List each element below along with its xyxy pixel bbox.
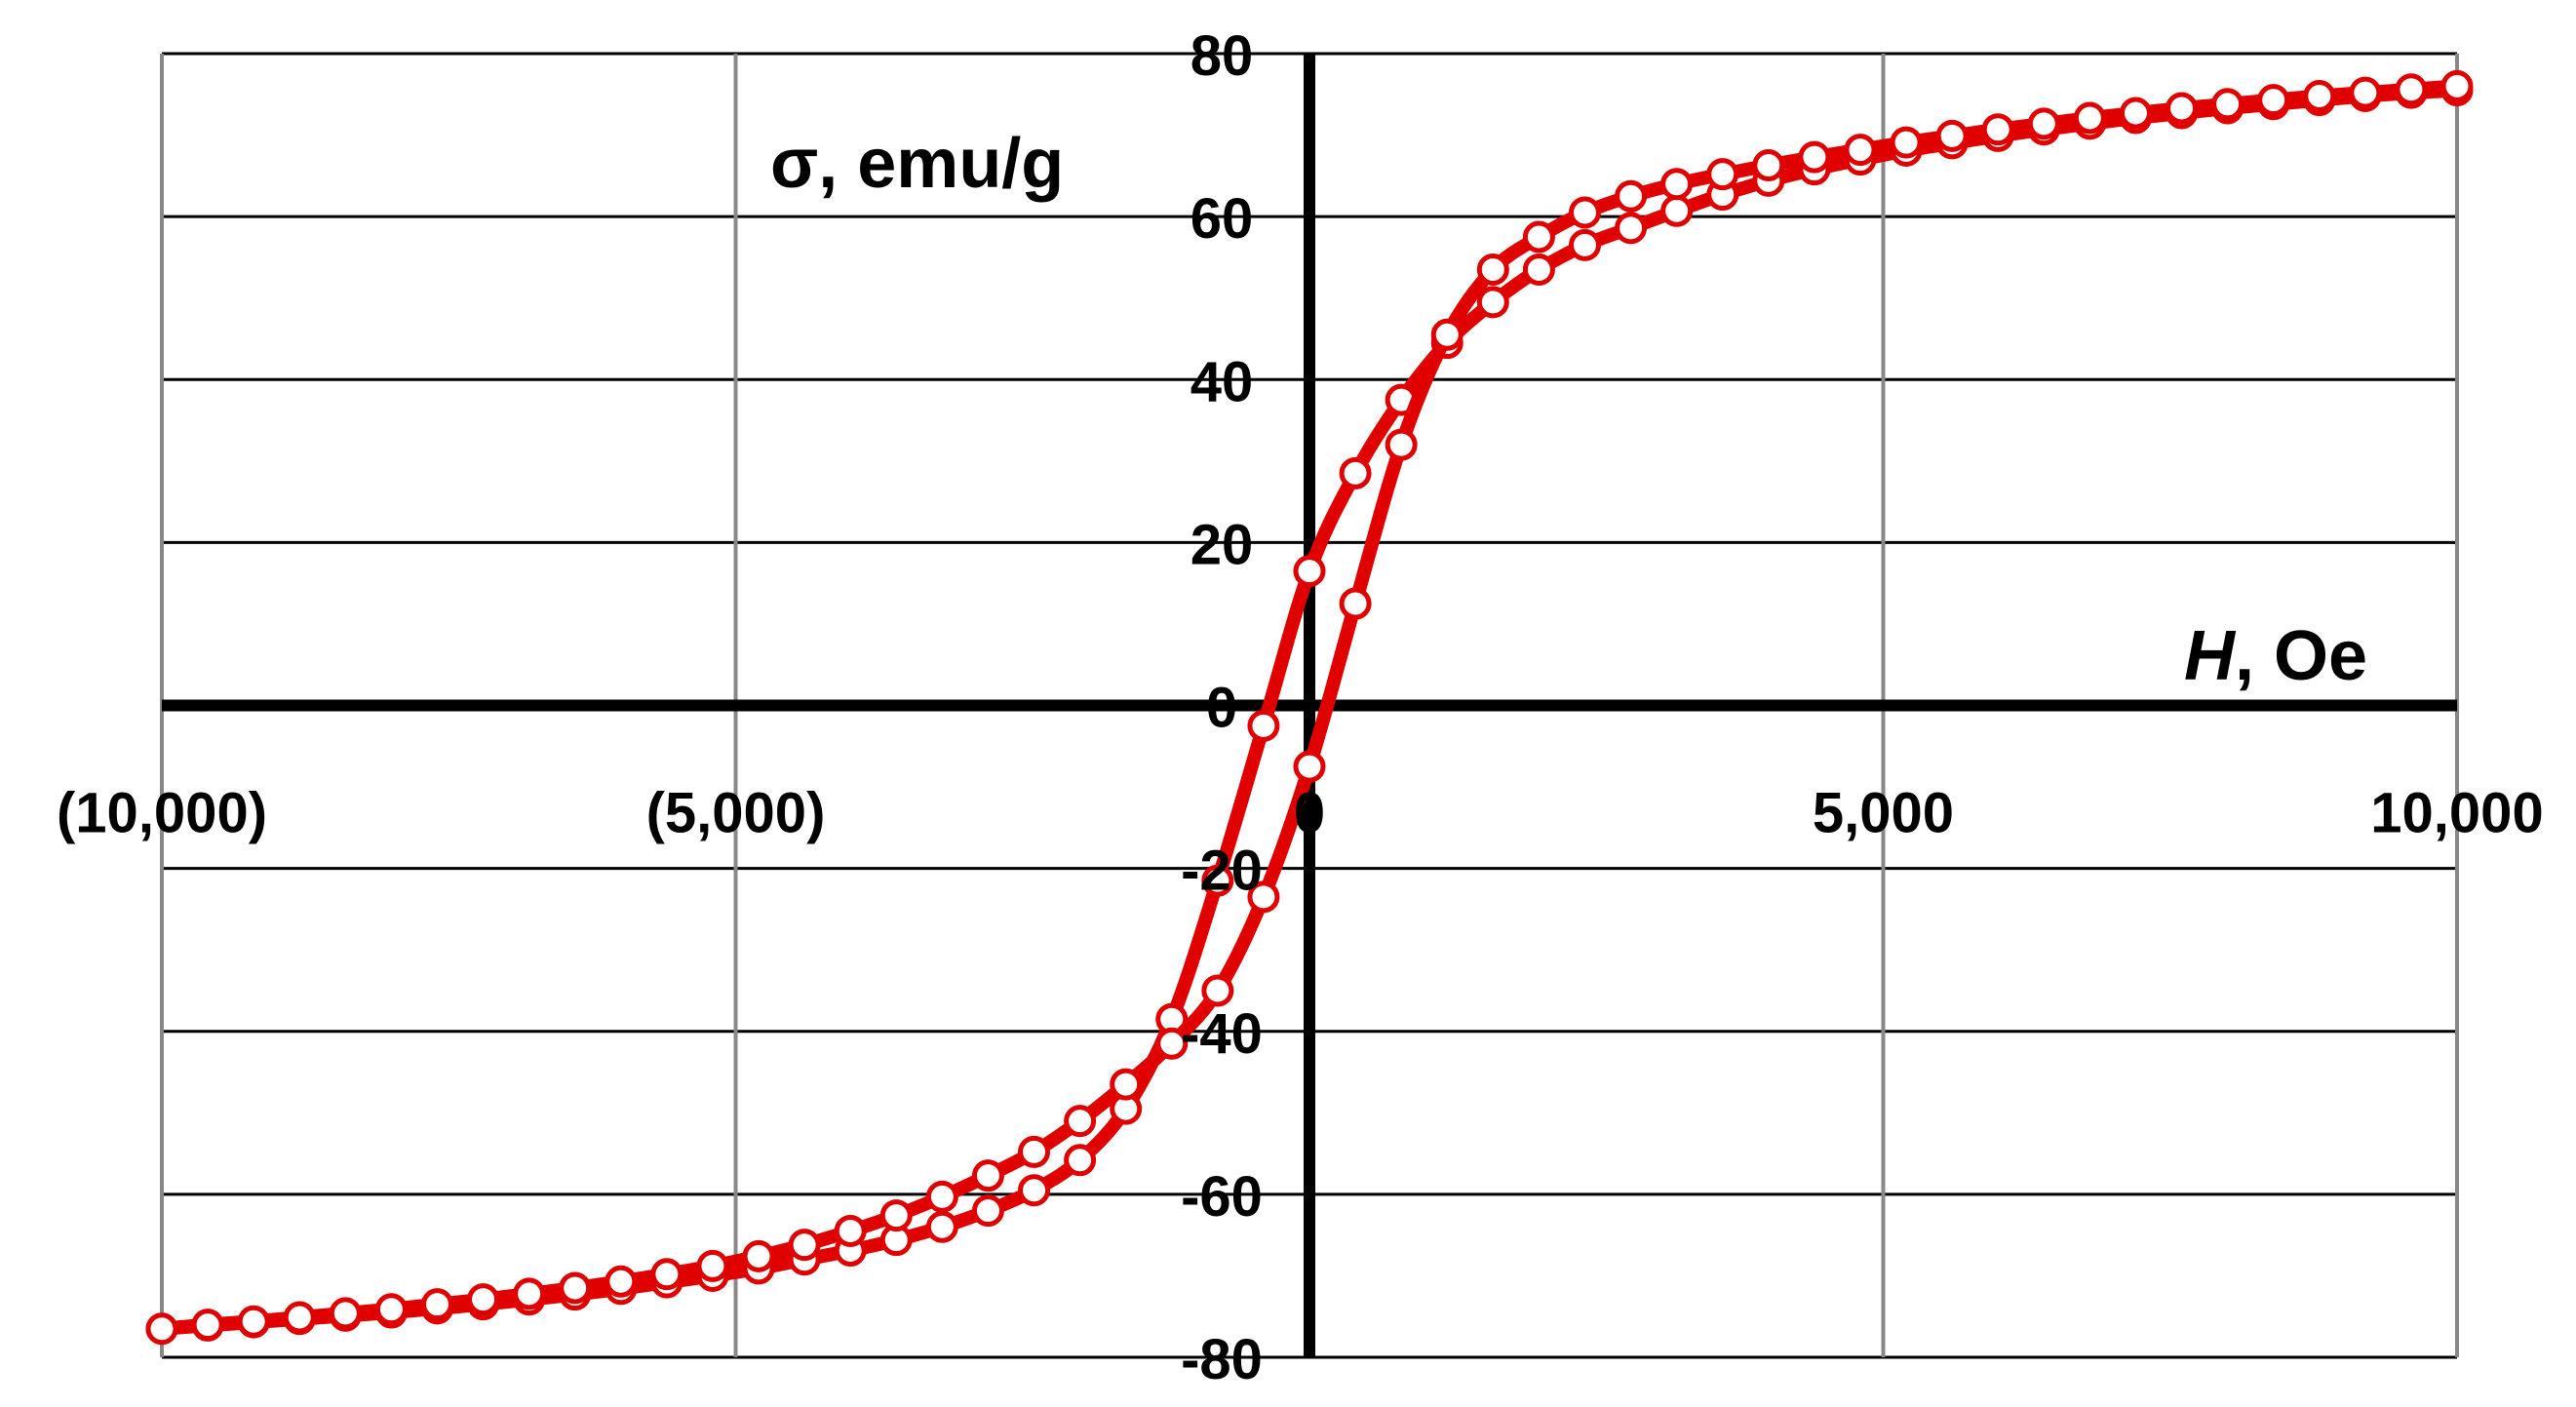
y-tick-label: 80 (1190, 24, 1254, 88)
y-tick-label: 0 (1206, 677, 1237, 740)
data-point (513, 1277, 546, 1310)
data-point (1293, 555, 1326, 588)
data-point (1752, 148, 1785, 181)
data-point (1660, 168, 1694, 201)
y-tick-label: -40 (1181, 1002, 1263, 1066)
data-point (971, 1159, 1004, 1192)
data-point (1522, 253, 1555, 286)
y-tick-label: -20 (1181, 840, 1263, 903)
data-point (1660, 194, 1694, 227)
x-tick-label: 0 (1294, 782, 1325, 845)
data-point (2027, 107, 2060, 140)
data-point (650, 1258, 683, 1291)
data-point (420, 1288, 453, 1321)
x-tick-label: 10,000 (2370, 782, 2543, 845)
tick-labels: -80 -60 -40 -20 0 20 40 60 80 (10,000) (5,000) 0 5,0… (57, 24, 2544, 1391)
data-point (1247, 880, 1280, 914)
data-point (191, 1309, 224, 1342)
y-tick-label: 20 (1190, 513, 1254, 576)
data-point (879, 1199, 913, 1232)
data-point (329, 1297, 362, 1330)
data-point (1476, 253, 1509, 286)
data-point (2303, 79, 2336, 112)
data-point (467, 1283, 500, 1316)
x-tick-label: (5,000) (646, 782, 826, 845)
data-point (1430, 318, 1464, 351)
data-point (1522, 220, 1555, 254)
data-point (1798, 140, 1831, 174)
data-point (1844, 134, 1877, 167)
data-point (1568, 196, 1601, 229)
data-point (237, 1305, 270, 1338)
data-point (788, 1229, 821, 1262)
data-point (1018, 1174, 1051, 1207)
data-point (696, 1249, 729, 1282)
x-tick-label: (10,000) (57, 782, 267, 845)
data-point (2211, 88, 2244, 121)
data-point (971, 1194, 1004, 1228)
data-point (1615, 212, 1648, 245)
data-point (1201, 974, 1234, 1007)
data-point (1476, 286, 1509, 319)
data-point (1706, 158, 1739, 191)
x-axis-title-unit: , Oe (2235, 617, 2367, 695)
y-tick-label: -80 (1181, 1328, 1263, 1391)
data-point (559, 1271, 592, 1305)
data-point (1110, 1068, 1143, 1101)
data-point (283, 1301, 316, 1334)
data-point (1890, 126, 1923, 159)
data-point (925, 1180, 958, 1213)
data-point (145, 1312, 178, 1346)
data-point (1339, 587, 1372, 620)
y-axis-title: σ, emu/g (770, 125, 1064, 203)
data-point (1293, 750, 1326, 783)
data-point (2349, 76, 2382, 109)
data-point (2166, 92, 2199, 125)
data-point (1935, 119, 1969, 152)
y-tick-label: 60 (1190, 187, 1254, 251)
x-tick-label: 5,000 (1813, 782, 1954, 845)
x-axis-title-italic: H (2184, 617, 2237, 695)
data-point (1981, 113, 2014, 146)
y-tick-label: 40 (1190, 350, 1254, 413)
data-point (1339, 456, 1372, 489)
data-point (1018, 1135, 1051, 1168)
data-point (1201, 864, 1234, 897)
axes (162, 54, 2457, 1357)
data-point (2440, 69, 2474, 102)
data-point (1155, 1027, 1189, 1060)
data-point (605, 1265, 638, 1298)
data-point (374, 1293, 408, 1326)
data-point (1064, 1144, 1097, 1177)
data-point (1385, 428, 1418, 461)
data-series (145, 69, 2474, 1346)
y-tick-label: -60 (1181, 1165, 1263, 1229)
data-point (834, 1214, 867, 1247)
data-point (1615, 179, 1648, 213)
data-point (742, 1239, 775, 1272)
data-point (1247, 709, 1280, 742)
data-point (2119, 97, 2152, 130)
data-point (2257, 84, 2290, 117)
data-point (925, 1210, 958, 1243)
x-axis-title: H, Oe (2184, 617, 2367, 695)
data-point (1064, 1105, 1097, 1138)
data-point (2395, 73, 2428, 106)
data-point (1568, 228, 1601, 261)
data-point (2073, 101, 2106, 135)
